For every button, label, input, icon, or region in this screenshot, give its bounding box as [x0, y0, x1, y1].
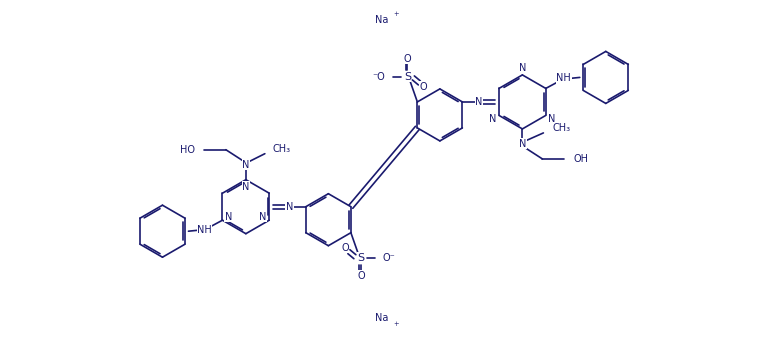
Text: N: N	[259, 212, 267, 222]
Text: O: O	[341, 243, 348, 253]
Text: NH: NH	[197, 225, 211, 235]
Text: HO: HO	[180, 145, 195, 155]
Text: CH₃: CH₃	[273, 144, 291, 154]
Text: O: O	[404, 54, 411, 64]
Text: N: N	[489, 114, 497, 124]
Text: N: N	[519, 63, 526, 73]
Text: N: N	[548, 114, 555, 124]
Text: N: N	[225, 212, 232, 222]
Text: N: N	[285, 202, 293, 212]
Text: +: +	[393, 321, 398, 327]
Text: Na: Na	[375, 313, 388, 323]
Text: O: O	[357, 271, 365, 281]
Text: S: S	[404, 72, 411, 82]
Text: +: +	[393, 11, 398, 17]
Text: N: N	[519, 139, 526, 149]
Text: N: N	[242, 182, 249, 192]
Text: OH: OH	[574, 154, 588, 164]
Text: N: N	[242, 160, 249, 170]
Text: NH: NH	[557, 73, 571, 83]
Text: N: N	[475, 97, 483, 107]
Text: S: S	[358, 253, 365, 263]
Text: Na: Na	[375, 15, 388, 25]
Text: ⁻O: ⁻O	[373, 72, 385, 82]
Text: CH₃: CH₃	[552, 123, 571, 133]
Text: O⁻: O⁻	[383, 253, 395, 263]
Text: O: O	[420, 82, 427, 92]
